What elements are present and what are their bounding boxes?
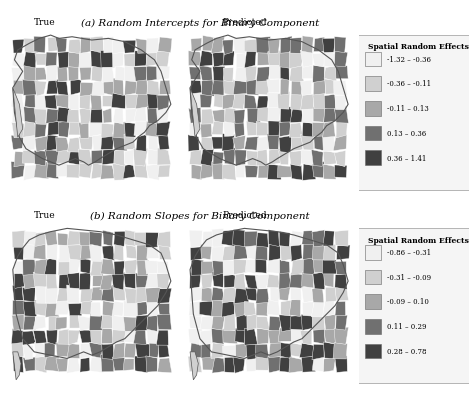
Text: True: True xyxy=(34,18,56,27)
Text: -0.09 – 0.10: -0.09 – 0.10 xyxy=(387,299,428,307)
Text: -1.32 – -0.36: -1.32 – -0.36 xyxy=(387,56,431,64)
Text: (b) Random Slopes for Binary Component: (b) Random Slopes for Binary Component xyxy=(90,212,310,221)
Bar xyxy=(365,245,381,260)
Text: Spatial Random Effects: Spatial Random Effects xyxy=(368,43,469,51)
Text: Predicted: Predicted xyxy=(222,211,267,220)
Bar xyxy=(365,319,381,334)
Text: Predicted: Predicted xyxy=(222,18,267,27)
Text: Spatial Random Effects: Spatial Random Effects xyxy=(368,236,469,245)
FancyBboxPatch shape xyxy=(357,228,469,383)
Text: 0.11 – 0.29: 0.11 – 0.29 xyxy=(387,323,426,331)
Text: -0.36 – -0.11: -0.36 – -0.11 xyxy=(387,80,431,88)
Text: -0.86 – -0.31: -0.86 – -0.31 xyxy=(387,249,431,257)
Text: 0.28 – 0.78: 0.28 – 0.78 xyxy=(387,348,426,356)
Polygon shape xyxy=(13,352,21,380)
Bar xyxy=(365,150,381,165)
Bar xyxy=(365,270,381,284)
Polygon shape xyxy=(190,88,200,137)
Text: 0.13 – 0.36: 0.13 – 0.36 xyxy=(387,130,426,138)
Polygon shape xyxy=(13,88,23,137)
Text: (a) Random Intercepts for Binary Component: (a) Random Intercepts for Binary Compone… xyxy=(81,19,319,28)
Text: -0.31 – -0.09: -0.31 – -0.09 xyxy=(387,274,431,282)
FancyBboxPatch shape xyxy=(357,35,469,190)
Text: -0.11 – 0.13: -0.11 – 0.13 xyxy=(387,105,428,113)
Bar xyxy=(365,76,381,91)
Bar xyxy=(365,126,381,141)
Text: 0.36 – 1.41: 0.36 – 1.41 xyxy=(387,154,426,163)
Bar xyxy=(365,51,381,67)
Polygon shape xyxy=(190,352,198,380)
Bar xyxy=(365,344,381,358)
Bar xyxy=(365,294,381,309)
Bar xyxy=(365,101,381,116)
Text: True: True xyxy=(34,211,56,220)
